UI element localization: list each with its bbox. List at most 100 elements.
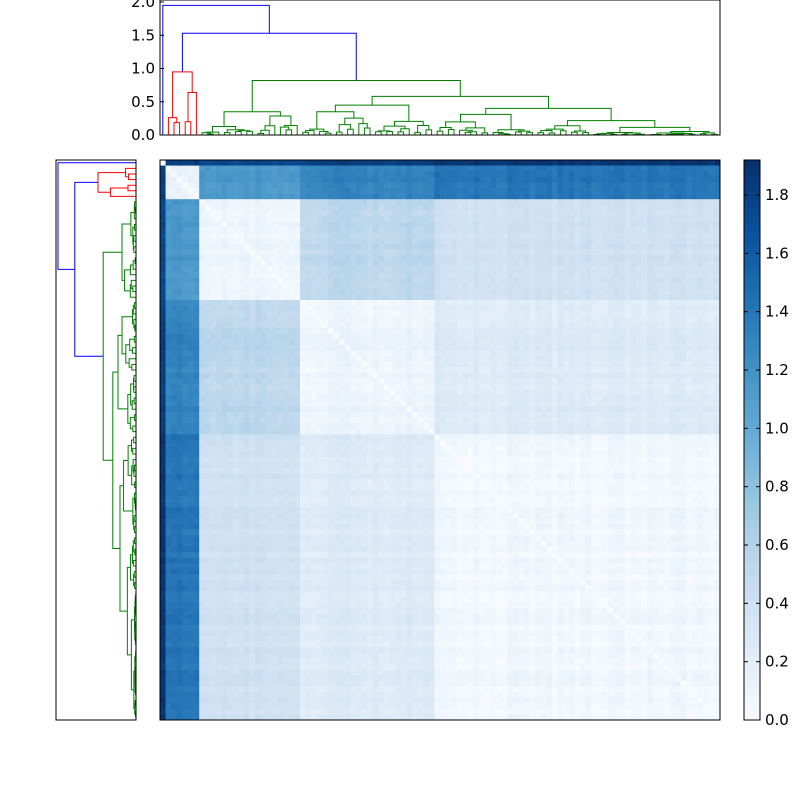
heatmap-cell — [171, 384, 178, 390]
heatmap-cell — [389, 255, 396, 262]
heatmap-cell — [350, 406, 357, 413]
heatmap-cell — [473, 361, 480, 368]
heatmap-cell — [624, 277, 631, 284]
heatmap-cell — [490, 255, 497, 262]
heatmap-cell — [692, 372, 698, 379]
heatmap-cell — [210, 389, 217, 396]
heatmap-cell — [496, 311, 502, 318]
heatmap-cell — [266, 216, 273, 222]
heatmap-cell — [619, 165, 626, 172]
heatmap-cell — [680, 356, 687, 362]
heatmap-cell — [714, 300, 721, 306]
heatmap-cell — [238, 344, 245, 351]
heatmap-cell — [484, 372, 491, 379]
heatmap-cell — [428, 176, 435, 183]
heatmap-cell — [518, 288, 525, 295]
heatmap-cell — [210, 339, 217, 346]
heatmap-cell — [406, 227, 413, 234]
heatmap-cell — [199, 395, 206, 402]
heatmap-cell — [227, 328, 234, 334]
heatmap-cell — [384, 350, 390, 357]
heatmap-cell — [451, 350, 458, 357]
heatmap-cell — [613, 344, 620, 351]
heatmap-cell — [591, 193, 598, 200]
heatmap-cell — [669, 328, 676, 334]
heatmap-cell — [552, 344, 558, 351]
heatmap-cell — [182, 417, 189, 424]
heatmap-cell — [333, 238, 340, 245]
heatmap-cell — [468, 395, 474, 402]
heatmap-cell — [428, 378, 435, 385]
heatmap-cell — [227, 171, 234, 178]
heatmap-cell — [350, 361, 357, 368]
heatmap-cell — [232, 221, 239, 228]
heatmap-cell — [412, 423, 418, 430]
heatmap-cell — [524, 361, 530, 368]
heatmap-cell — [664, 406, 670, 413]
heatmap-cell — [283, 266, 290, 273]
heatmap-cell — [602, 266, 609, 273]
heatmap-cell — [288, 277, 295, 284]
heatmap-cell — [462, 182, 469, 189]
heatmap-cell — [669, 199, 676, 206]
heatmap-cell — [350, 400, 357, 407]
heatmap-cell — [434, 417, 441, 424]
heatmap-cell — [468, 171, 474, 178]
heatmap-cell — [563, 417, 570, 424]
heatmap-cell — [714, 272, 721, 278]
heatmap-cell — [244, 311, 250, 318]
heatmap-cell — [311, 232, 318, 239]
heatmap-cell — [188, 277, 194, 284]
heatmap-cell — [557, 238, 564, 245]
heatmap-cell — [490, 188, 497, 194]
heatmap-cell — [445, 283, 452, 290]
heatmap-cell — [591, 216, 598, 222]
heatmap-cell — [512, 283, 519, 290]
heatmap-cell — [479, 294, 486, 301]
heatmap-cell — [546, 316, 553, 323]
heatmap-cell — [490, 395, 497, 402]
heatmap-cell — [557, 255, 564, 262]
heatmap-cell — [428, 216, 435, 222]
heatmap-cell — [529, 249, 536, 256]
heatmap-cell — [412, 176, 418, 183]
heatmap-cell — [574, 316, 581, 323]
heatmap-cell — [524, 384, 530, 390]
heatmap-cell — [630, 204, 637, 211]
heatmap-cell — [193, 238, 200, 245]
heatmap-cell — [613, 400, 620, 407]
heatmap-cell — [557, 311, 564, 318]
heatmap-cell — [165, 311, 172, 318]
heatmap-cell — [552, 395, 558, 402]
heatmap-cell — [193, 344, 200, 351]
heatmap-cell — [675, 333, 682, 340]
heatmap-cell — [708, 316, 715, 323]
heatmap-cell — [529, 188, 536, 194]
heatmap-cell — [333, 160, 340, 166]
heatmap-cell — [356, 193, 362, 200]
heatmap-cell — [479, 339, 486, 346]
heatmap-cell — [350, 176, 357, 183]
heatmap-cell — [484, 350, 491, 357]
heatmap-cell — [361, 356, 368, 362]
heatmap-cell — [714, 400, 721, 407]
heatmap-cell — [529, 417, 536, 424]
heatmap-cell — [608, 350, 614, 357]
heatmap-cell — [288, 305, 295, 312]
heatmap-cell — [176, 176, 183, 183]
heatmap-cell — [260, 283, 267, 290]
heatmap-cell — [244, 344, 250, 351]
heatmap-cell — [445, 372, 452, 379]
heatmap-cell — [160, 199, 166, 206]
heatmap-cell — [193, 210, 200, 217]
heatmap-cell — [568, 260, 575, 267]
heatmap-cell — [176, 193, 183, 200]
heatmap-cell — [367, 283, 374, 290]
heatmap-cell — [580, 361, 586, 368]
heatmap-cell — [322, 266, 329, 273]
heatmap-cell — [664, 199, 670, 206]
heatmap-cell — [344, 316, 351, 323]
heatmap-cell — [372, 227, 379, 234]
heatmap-cell — [210, 283, 217, 290]
heatmap-cell — [378, 272, 385, 278]
